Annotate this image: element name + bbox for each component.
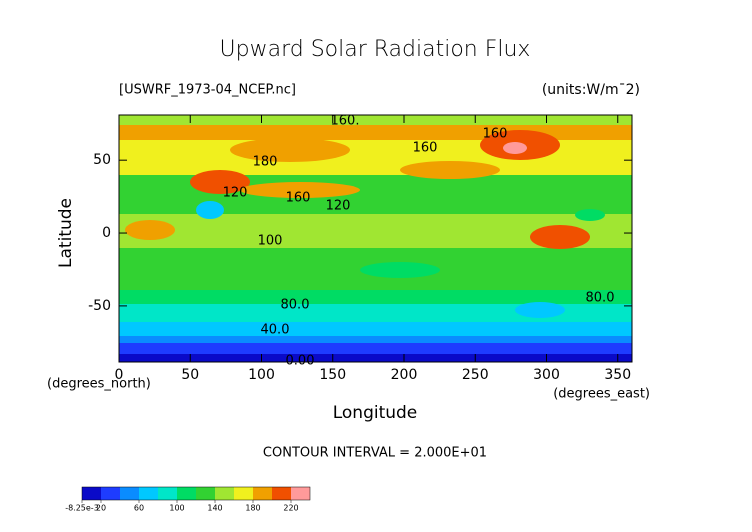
x-tick-label: 250 [462, 367, 489, 383]
y-axis-label: Latitude [56, 198, 76, 268]
colorbar-tick-label: 140 [207, 504, 222, 513]
x-tick-label: 350 [604, 367, 631, 383]
colorbar-cell [234, 487, 253, 500]
contour-label: 100 [258, 234, 283, 249]
contour-label: 180 [253, 155, 278, 170]
colorbar-tick-label: 20 [96, 504, 106, 513]
y-tick-label: 0 [102, 225, 111, 241]
colorbar-cell [139, 487, 158, 500]
colorbar-cell [196, 487, 215, 500]
footnote: CONTOUR INTERVAL = 2.000E+01 [263, 446, 487, 461]
plot-frame [118, 114, 633, 363]
colorbar-cell [253, 487, 272, 500]
colorbar-cell [158, 487, 177, 500]
colorbar-cell [291, 487, 310, 500]
contour-field [119, 115, 632, 362]
colorbar-frame [81, 486, 311, 501]
colorbar-tick-label: 60 [134, 504, 144, 513]
colorbar-tick-label: 100 [169, 504, 184, 513]
colorbar-cell [272, 487, 291, 500]
contour-label: 0.00 [286, 354, 315, 369]
contour-label: 160 [286, 191, 311, 206]
x-tick-label: 100 [248, 367, 275, 383]
x-tick-label: 150 [319, 367, 346, 383]
colorbar-tick-label: -8.25e-3 [65, 504, 99, 513]
x-tick-label: 300 [533, 367, 560, 383]
contour-label: 80.0 [586, 291, 615, 306]
contour-label: 160. [331, 114, 360, 129]
colorbar-cell [215, 487, 234, 500]
x-tick-label: 200 [391, 367, 418, 383]
subtitle-right: (units:W/m¯2) [542, 82, 640, 98]
x-unit-label: (degrees_east) [553, 387, 650, 402]
x-tick-label: 50 [181, 367, 199, 383]
contour-label: 80.0 [281, 298, 310, 313]
colorbar-cell [101, 487, 120, 500]
colorbar-tick-label: 180 [245, 504, 260, 513]
contour-label: 40.0 [261, 323, 290, 338]
y-tick-label: 50 [93, 152, 111, 168]
y-unit-label: (degrees_north) [47, 377, 151, 392]
chart-title: Upward Solar Radiation Flux [220, 37, 531, 62]
colorbar-cell [177, 487, 196, 500]
colorbar-cell [120, 487, 139, 500]
contour-label: 120 [223, 186, 248, 201]
contour-label: 120 [326, 199, 351, 214]
subtitle-left: [USWRF_1973-04_NCEP.nc] [119, 83, 296, 98]
contour-label: 160 [483, 127, 508, 142]
x-axis-label: Longitude [333, 403, 418, 423]
colorbar-tick-label: 220 [283, 504, 298, 513]
x-tick-label: 0 [115, 367, 124, 383]
contour-label: 160 [413, 141, 438, 156]
colorbar-cell [82, 487, 101, 500]
y-tick-label: -50 [88, 298, 111, 314]
